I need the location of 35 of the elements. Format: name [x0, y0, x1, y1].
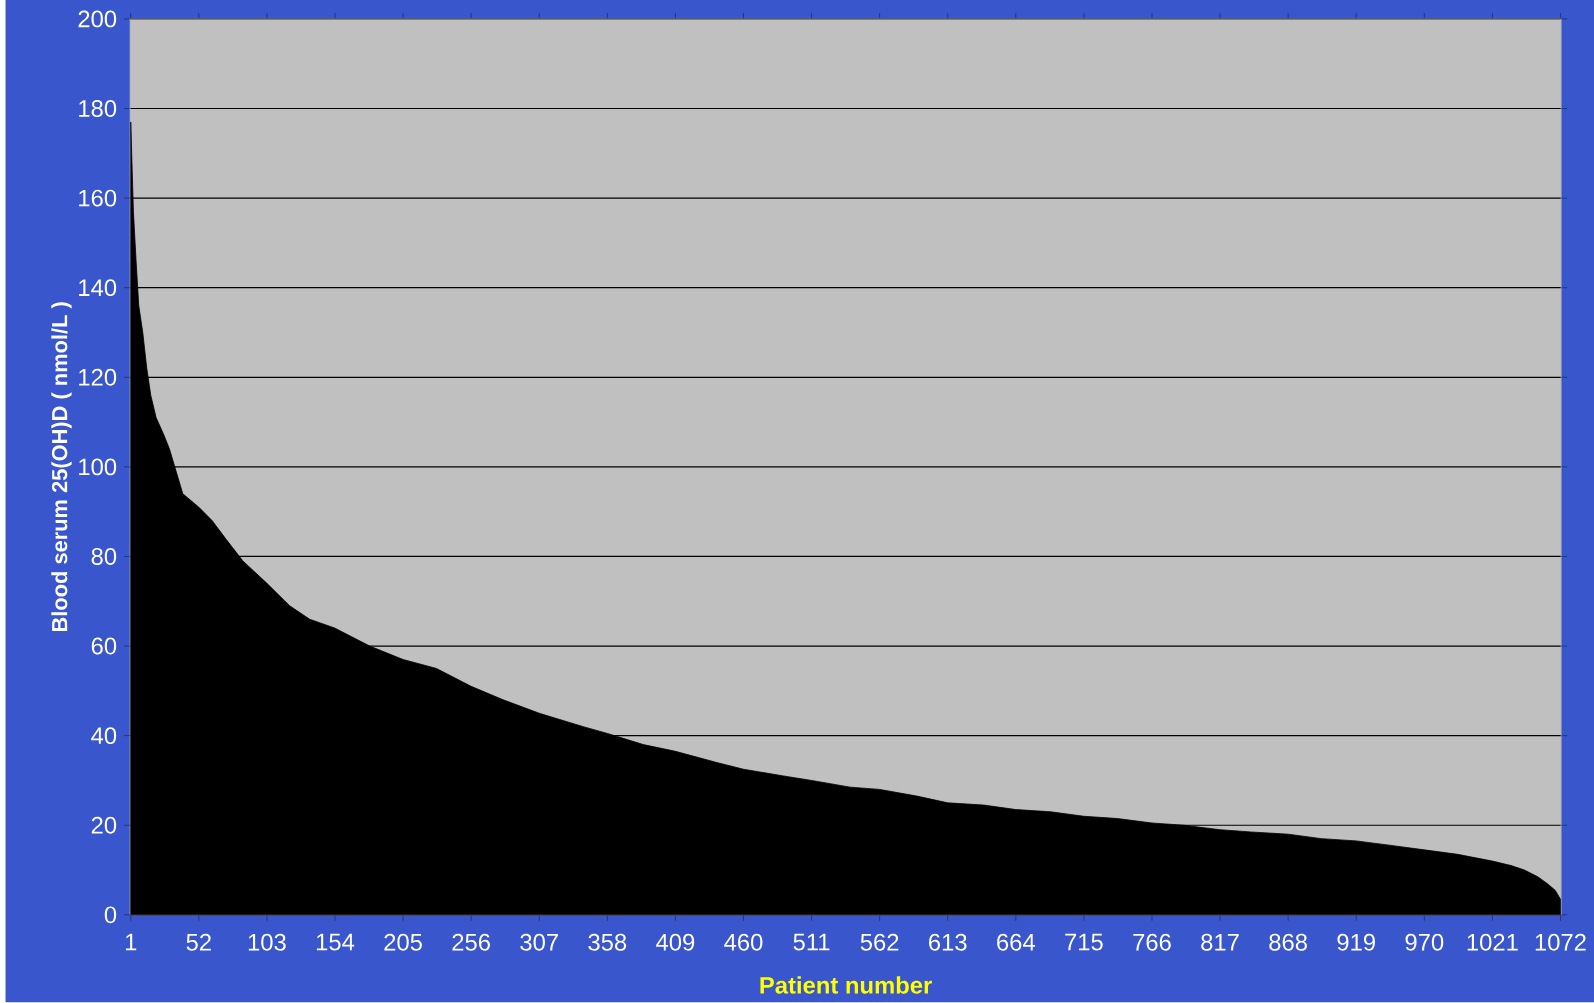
x-tick-label: 52 [186, 934, 211, 951]
x-tick-label: 562 [860, 934, 899, 951]
x-tick-label: 1021 [1467, 934, 1518, 951]
y-tick-label: 160 [79, 189, 117, 207]
y-tick-label: 60 [91, 637, 117, 655]
x-tick-label: 409 [656, 934, 695, 951]
y-tick-label: 0 [104, 906, 117, 924]
x-tick-label: 460 [724, 934, 763, 951]
x-tick-label: 256 [452, 934, 490, 951]
y-tick-label: 20 [91, 817, 117, 834]
x-axis-title: Patient number [760, 976, 932, 994]
x-tick-label: 154 [316, 934, 355, 951]
x-tick-label: 1072 [1535, 934, 1586, 951]
x-tick-label: 715 [1065, 934, 1103, 951]
y-tick-label: 180 [79, 100, 117, 118]
x-tick-label: 664 [997, 934, 1035, 951]
y-tick-label: 140 [79, 279, 117, 297]
x-tick-label: 358 [588, 934, 627, 951]
x-tick-label: 868 [1269, 934, 1307, 951]
y-tick-label: 200 [78, 10, 117, 28]
x-tick-label: 613 [929, 934, 967, 951]
y-tick-label: 40 [91, 727, 117, 745]
x-tick-label: 919 [1337, 934, 1375, 951]
x-tick-label: 1 [125, 934, 137, 951]
x-tick-label: 511 [793, 934, 830, 951]
y-tick-label: 80 [91, 548, 117, 566]
x-tick-label: 103 [248, 934, 286, 951]
x-tick-label: 307 [520, 934, 558, 951]
y-axis-title: Blood serum 25(OH)D ( nmol/L ) [51, 302, 72, 632]
x-tick-label: 205 [384, 934, 422, 951]
y-tick-label: 100 [79, 458, 117, 476]
x-tick-label: 970 [1405, 934, 1444, 951]
y-tick-label: 120 [79, 369, 117, 386]
x-tick-label: 766 [1133, 934, 1171, 951]
x-tick-label: 817 [1201, 934, 1239, 951]
